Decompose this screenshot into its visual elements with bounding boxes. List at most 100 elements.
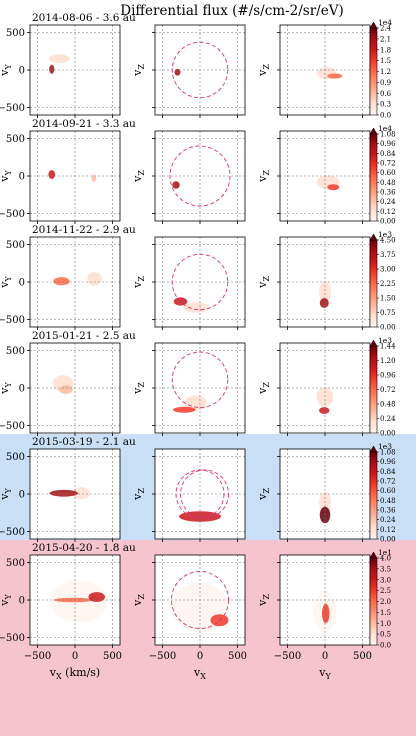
y-tick-label: −500	[0, 103, 25, 114]
reference-circle	[171, 253, 229, 311]
y-axis-label-subscript: Z	[262, 382, 271, 388]
panel: vZ	[131, 342, 246, 436]
reference-circle	[171, 41, 229, 99]
colorbar-tick-label: 0.0	[380, 642, 391, 650]
panel-plot	[280, 449, 370, 539]
y-axis-label-subscript: Y	[4, 170, 13, 177]
reference-circle	[180, 469, 229, 519]
flux-blob	[91, 174, 96, 182]
panel: −500 0 500 vY	[0, 24, 121, 118]
panel-plot	[280, 25, 370, 115]
panel-plot	[280, 131, 370, 221]
y-axis-label: vY	[0, 276, 13, 289]
panel-plot	[30, 25, 120, 115]
x-tick-label: 0	[72, 651, 78, 662]
flux-blob	[48, 170, 56, 179]
y-axis-label-subscript: Y	[4, 594, 13, 601]
colorbar: 0.00 0.12 0.240.36 0.48 0.600.72 0.84 0.961.08…	[369, 124, 396, 226]
colorbar-tick-label: 0.60	[380, 487, 396, 495]
panel: −500 0 500 vY	[0, 236, 121, 330]
y-axis-label-subscript: Z	[137, 276, 146, 282]
colorbar-exponent: 1e4	[378, 124, 392, 133]
x-tick-label: 0	[322, 651, 328, 662]
colorbar-bar	[369, 239, 378, 328]
flux-blob	[59, 385, 73, 394]
colorbar-tick-label: 1.5	[380, 609, 391, 617]
colorbar-tick-label: 0.24	[380, 198, 396, 206]
y-tick-label: 500	[6, 28, 25, 39]
row-date-label: 2015-01-21 - 2.5 au	[32, 330, 136, 342]
flux-blob	[48, 54, 70, 64]
y-tick-label: 0	[19, 66, 25, 77]
flux-blob	[319, 281, 331, 303]
colorbar-extend-arrow	[369, 339, 378, 347]
x-tick-label: −500	[24, 651, 51, 662]
colorbar-tick-label: 1.8	[380, 46, 391, 54]
colorbar-tick-label: 0.12	[380, 208, 396, 216]
flux-blob	[179, 511, 221, 522]
colorbar-tick-label: 2.0	[380, 598, 391, 606]
y-axis-label-subscript: Z	[137, 488, 146, 494]
reference-circle	[169, 145, 231, 207]
colorbar-tick-label: 1.5	[380, 57, 391, 65]
colorbar-tick-label: 3.00	[380, 266, 396, 274]
y-axis-label-subscript: Z	[137, 594, 146, 600]
colorbar-tick-label: 0.5	[380, 631, 391, 639]
panel-plot	[30, 131, 120, 221]
colorbar-tick-label: 1.2	[380, 68, 391, 76]
colorbar-tick-label: 0.3	[380, 101, 391, 109]
row-date-label: 2015-04-20 - 1.8 au	[32, 542, 136, 554]
row-date-label: 2014-09-21 - 3.3 au	[32, 118, 136, 130]
row-date-label: 2015-03-19 - 2.1 au	[32, 436, 136, 448]
colorbar-extend-arrow	[369, 551, 378, 559]
y-tick-label: 0	[19, 384, 25, 395]
row-date-label: 2014-08-06 - 3.6 au	[32, 12, 136, 24]
flux-blob	[319, 298, 329, 308]
y-axis-label: vY	[0, 170, 13, 183]
colorbar-tick-label: 1.50	[380, 295, 396, 303]
flux-blob	[327, 184, 340, 191]
colorbar-extend-arrow	[369, 21, 378, 29]
panel-plot	[155, 237, 245, 327]
colorbar-tick-label: 0.24	[380, 415, 396, 423]
x-tick-label: 500	[228, 651, 247, 662]
y-axis-label-subscript: Y	[4, 64, 13, 71]
colorbar-tick-label: 0.96	[380, 140, 396, 148]
figure-title: Differential flux (#/s/cm-2/sr/eV)	[120, 3, 343, 19]
y-axis-label-subscript: Z	[137, 170, 146, 176]
row-date-label: 2014-11-22 - 2.9 au	[32, 224, 136, 236]
y-tick-label: 0	[19, 596, 25, 607]
y-axis-label-subscript: Y	[4, 488, 13, 495]
colorbar-tick-label: 0.60	[380, 169, 396, 177]
y-tick-label: 0	[19, 490, 25, 501]
colorbar-tick-label: 2.1	[380, 35, 391, 43]
panel-plot	[30, 237, 120, 327]
colorbar-tick-label: 1.0	[380, 620, 391, 628]
panel-plot	[155, 343, 245, 433]
colorbar-tick-label: 0.96	[380, 458, 396, 466]
y-axis-label: vY	[0, 488, 13, 501]
colorbar-tick-label: 0.36	[380, 189, 396, 197]
flux-blob	[53, 277, 70, 286]
panel-plot	[155, 555, 245, 645]
flux-blob	[172, 181, 180, 189]
y-tick-label: 500	[6, 240, 25, 251]
flux-blob	[174, 68, 181, 76]
panel: vZ	[131, 24, 246, 118]
colorbar-tick-label: 2.5	[380, 587, 391, 595]
y-axis-label-subscript: Z	[137, 382, 146, 388]
colorbar-bar	[369, 557, 378, 646]
panel: −500 0 500 vY	[0, 342, 121, 436]
panels: 2014-08-06 - 3.6 au −500 0 500 vY vZ vZ 0.0 0.3 0…	[0, 12, 396, 681]
panel-plot	[30, 343, 120, 433]
y-axis-label: vY	[0, 382, 13, 395]
x-tick-label: 0	[197, 651, 203, 662]
panel: vZ	[131, 130, 246, 224]
y-tick-label: −500	[0, 527, 25, 538]
colorbar-bar	[369, 451, 378, 540]
panel-row: 2014-08-06 - 3.6 au−5000500vYvZvZ0.00.30…	[0, 12, 392, 120]
colorbar-exponent: 1e3	[378, 442, 392, 451]
panel-plot	[280, 555, 370, 645]
